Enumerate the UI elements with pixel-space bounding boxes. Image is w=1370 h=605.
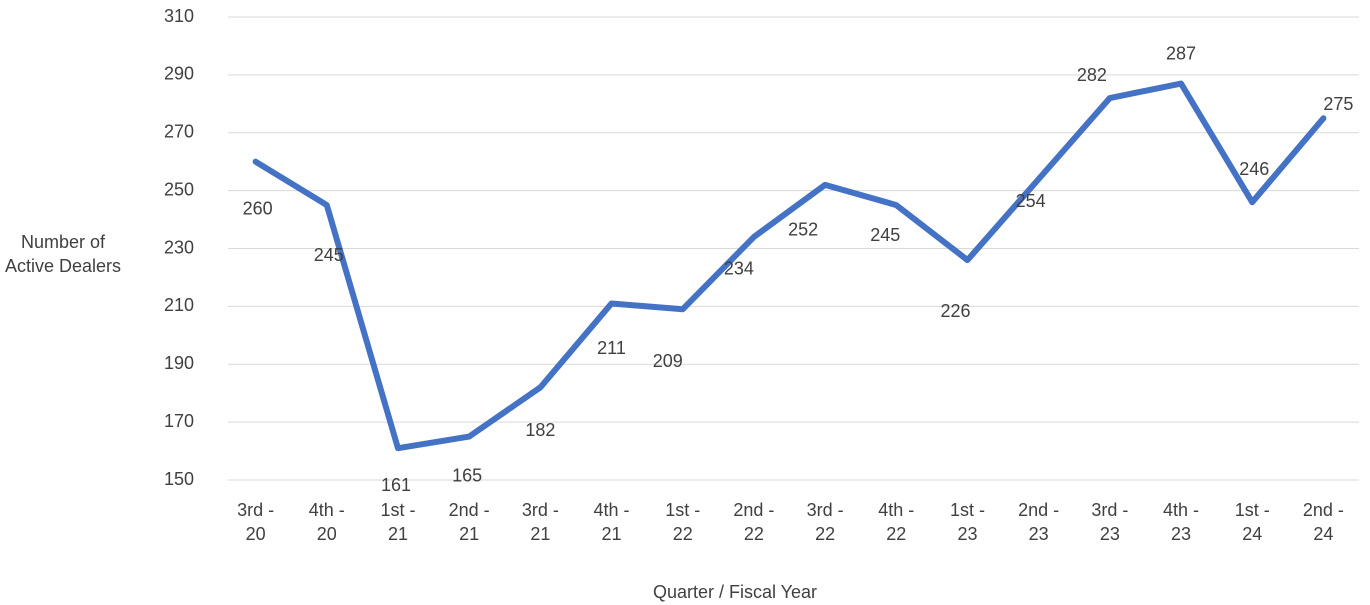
x-tick-label: 1st - 24 bbox=[1234, 500, 1270, 544]
y-tick-label: 150 bbox=[164, 469, 194, 489]
y-tick-label: 210 bbox=[164, 295, 194, 315]
x-tick-label: 4th - 22 bbox=[878, 500, 915, 544]
x-tick-label: 1st - 23 bbox=[949, 500, 985, 544]
x-tick-label: 1st - 21 bbox=[380, 500, 416, 544]
data-label: 245 bbox=[314, 245, 344, 265]
y-tick-label: 290 bbox=[164, 64, 194, 84]
data-label: 226 bbox=[940, 301, 970, 321]
data-label: 165 bbox=[452, 465, 482, 485]
data-label: 209 bbox=[653, 351, 683, 371]
data-label: 211 bbox=[597, 338, 626, 358]
y-axis-title: Number of Active Dealers bbox=[4, 232, 122, 276]
data-label: 260 bbox=[243, 198, 273, 218]
x-tick-label: 2nd - 23 bbox=[1018, 500, 1060, 544]
data-label: 182 bbox=[525, 420, 555, 440]
y-tick-label: 270 bbox=[164, 122, 194, 142]
data-line bbox=[252, 80, 1327, 452]
data-label: 252 bbox=[788, 220, 818, 240]
x-tick-label: 2nd - 24 bbox=[1302, 500, 1344, 544]
y-tick-label: 230 bbox=[164, 237, 194, 257]
y-tick-label: 170 bbox=[164, 411, 194, 431]
y-tick-label: 310 bbox=[164, 6, 194, 26]
data-label: 282 bbox=[1077, 65, 1107, 85]
data-label: 254 bbox=[1016, 191, 1046, 211]
x-tick-label: 3rd - 23 bbox=[1091, 500, 1129, 544]
x-tick-label: 4th - 23 bbox=[1163, 500, 1200, 544]
data-label: 246 bbox=[1239, 159, 1269, 179]
x-tick-label: 3rd - 22 bbox=[806, 500, 844, 544]
x-tick-label: 3rd - 20 bbox=[237, 500, 275, 544]
x-tick-label: 4th - 21 bbox=[593, 500, 630, 544]
data-label: 161 bbox=[381, 475, 411, 495]
data-label: 287 bbox=[1166, 43, 1196, 63]
data-label: 234 bbox=[724, 259, 754, 279]
x-tick-label: 2nd - 21 bbox=[448, 500, 490, 544]
y-tick-label: 250 bbox=[164, 179, 194, 199]
x-tick-label: 4th - 20 bbox=[308, 500, 345, 544]
x-tick-label: 1st - 22 bbox=[665, 500, 701, 544]
data-label: 245 bbox=[870, 225, 900, 245]
x-axis-title: Quarter / Fiscal Year bbox=[652, 582, 818, 602]
x-tick-label: 2nd - 22 bbox=[733, 500, 775, 544]
data-label: 275 bbox=[1323, 94, 1353, 114]
y-tick-label: 190 bbox=[164, 353, 194, 373]
x-tick-label: 3rd - 21 bbox=[521, 500, 559, 544]
